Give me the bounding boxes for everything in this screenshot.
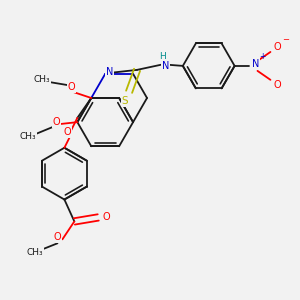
Text: N: N	[162, 61, 169, 71]
Text: +: +	[259, 52, 266, 62]
Text: CH₃: CH₃	[33, 75, 50, 84]
Text: CH₃: CH₃	[26, 248, 43, 257]
Text: O: O	[68, 82, 75, 92]
Text: O: O	[64, 127, 71, 137]
Text: N: N	[106, 67, 113, 77]
Text: H: H	[160, 52, 166, 62]
Text: −: −	[282, 35, 289, 44]
Text: O: O	[102, 212, 110, 222]
Text: N: N	[252, 59, 259, 69]
Text: O: O	[52, 117, 60, 127]
Text: S: S	[122, 96, 128, 106]
Text: O: O	[274, 42, 281, 52]
Text: CH₃: CH₃	[19, 132, 36, 141]
Text: O: O	[54, 232, 61, 242]
Text: O: O	[274, 80, 281, 90]
